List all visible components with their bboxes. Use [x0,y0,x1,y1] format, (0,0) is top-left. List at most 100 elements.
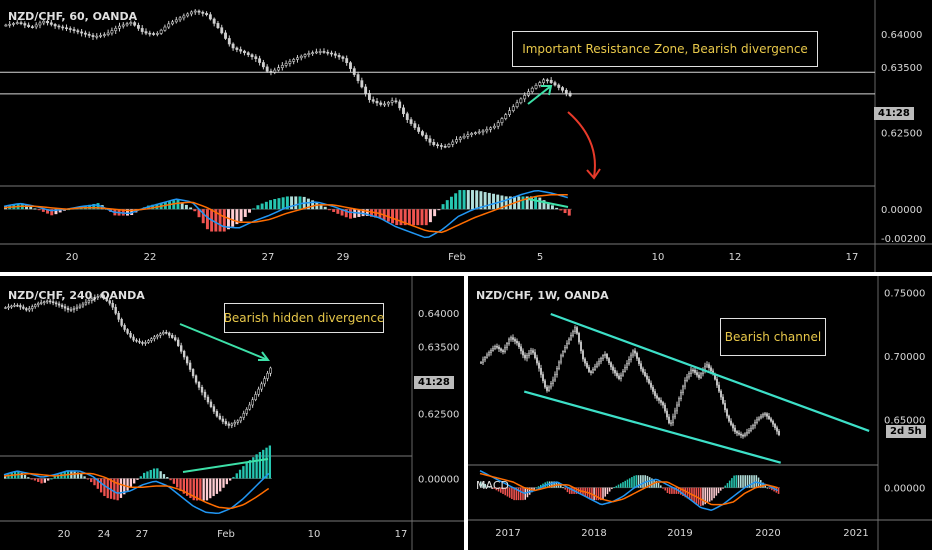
price-tick-label: 0.63500 [418,342,459,353]
macd-histogram-bar [327,209,331,211]
chart-panel-60m[interactable]: 0.64000 0.63500 0.62500 0.00000 -0.00200 20 22… [0,0,932,272]
candle-body [65,27,68,30]
macd-histogram-bar [193,209,197,212]
chart-60m-svg[interactable]: 0.64000 0.63500 0.62500 0.00000 -0.00200 20 22… [0,0,932,272]
macd-histogram-bar [454,193,458,210]
candle-body [224,421,228,425]
macd-histogram-bar [290,196,294,210]
candle-body [42,20,46,24]
candle-body [203,391,207,398]
macd-histogram-bar [139,476,142,479]
macd-histogram-bar [332,209,336,212]
candle-body [333,53,337,56]
candle-body [644,372,646,377]
panel-separator-vertical [464,276,468,550]
candle-body [542,374,544,382]
candle-body [650,382,652,388]
macd-histogram-bar [180,202,184,210]
candle-body [22,306,25,309]
macd-histogram-bar [702,487,704,506]
candle-body [566,342,568,348]
candle-body [658,397,660,401]
macd-histogram-bar [407,209,411,226]
macd-histogram-bar [771,487,773,491]
macd-histogram-bar [595,487,598,501]
candle-body [63,306,67,309]
macd-histogram-bar [245,462,248,479]
candle-body [394,100,398,103]
macd-histogram-bar [717,487,720,494]
macd-histogram-bar [640,475,642,488]
macd-histogram-bar [273,199,277,210]
candle-body [60,304,64,307]
candle-body [209,401,213,407]
candle-body [485,129,489,132]
candle-body [754,422,756,426]
macd-histogram-bar [185,478,189,496]
macd-histogram-bar [537,486,540,488]
time-tick-label: Feb [448,252,466,263]
candle-body [600,358,602,362]
macd-histogram-bar [136,478,139,480]
macd-histogram-bar [538,197,542,210]
candle-body [557,84,561,88]
chart-1w-svg[interactable]: 0.75000 0.70000 0.65000 0.00000 2017 2018 2019… [468,276,932,550]
price-tick-label: 0.65000 [884,416,925,427]
candle-body [752,425,754,429]
macd-histogram-bar [152,468,156,479]
macd-histogram-bar [123,478,126,495]
macd-histogram-bar [664,487,666,491]
macd-histogram-bar [41,209,45,212]
candle-body [163,26,167,31]
candle-body [254,56,258,59]
candle-body [598,360,600,365]
macd-histogram-bar [27,477,30,479]
candle-body [12,23,15,25]
candle-body [766,413,768,417]
macd-histogram-bar [521,196,525,210]
candle-body [734,427,736,432]
macd-histogram-bar [606,487,609,495]
macd-histogram-bar [176,199,180,210]
candle-body [330,52,333,55]
macd-histogram-bar [232,476,235,479]
macd-histogram-bar [37,209,41,211]
candle-body [502,350,504,353]
macd-histogram-bar [93,478,96,486]
candle-body [496,346,498,348]
candle-body [120,319,123,326]
macd-histogram-bar [242,466,245,479]
candle-body [150,338,153,341]
chart-240m-svg[interactable]: 0.64000 0.63500 0.62500 0.00000 20 24 27 Feb 10 1… [0,276,464,550]
macd-histogram-bar [675,487,678,494]
candle-body [672,416,674,424]
macd-histogram-bar [553,481,555,488]
candle-body [676,404,678,412]
candle-body [455,139,458,143]
candle-body [604,354,606,356]
macd-histogram-bar [214,209,218,232]
macd-histogram-bar [277,198,281,210]
candle-body [553,82,557,86]
macd-histogram-bar [550,205,554,210]
candle-body [436,144,440,146]
candle-body [235,47,239,50]
chart-panel-240m[interactable]: 0.64000 0.63500 0.62500 0.00000 20 24 27 Feb 10 1… [0,276,464,550]
candle-body [530,87,534,93]
macd-histogram-bar [600,487,602,501]
macd-histogram-bar [344,209,348,218]
candle-body [87,300,91,303]
candle-body [165,332,168,334]
macd-histogram-bar [608,487,611,492]
candle-body [390,100,394,103]
macd-histogram-bar [149,469,152,479]
divergence-arrow-price [527,85,552,105]
candle-body [538,362,540,369]
candle-body [212,406,216,412]
candle-body [515,102,519,108]
macd-histogram-bar [265,447,268,479]
chart-panel-1w[interactable]: 0.75000 0.70000 0.65000 0.00000 2017 2018 2019… [468,276,932,550]
macd-histogram-bar [365,209,369,216]
macd-histogram-bar [673,487,675,494]
candle-body [684,380,686,387]
